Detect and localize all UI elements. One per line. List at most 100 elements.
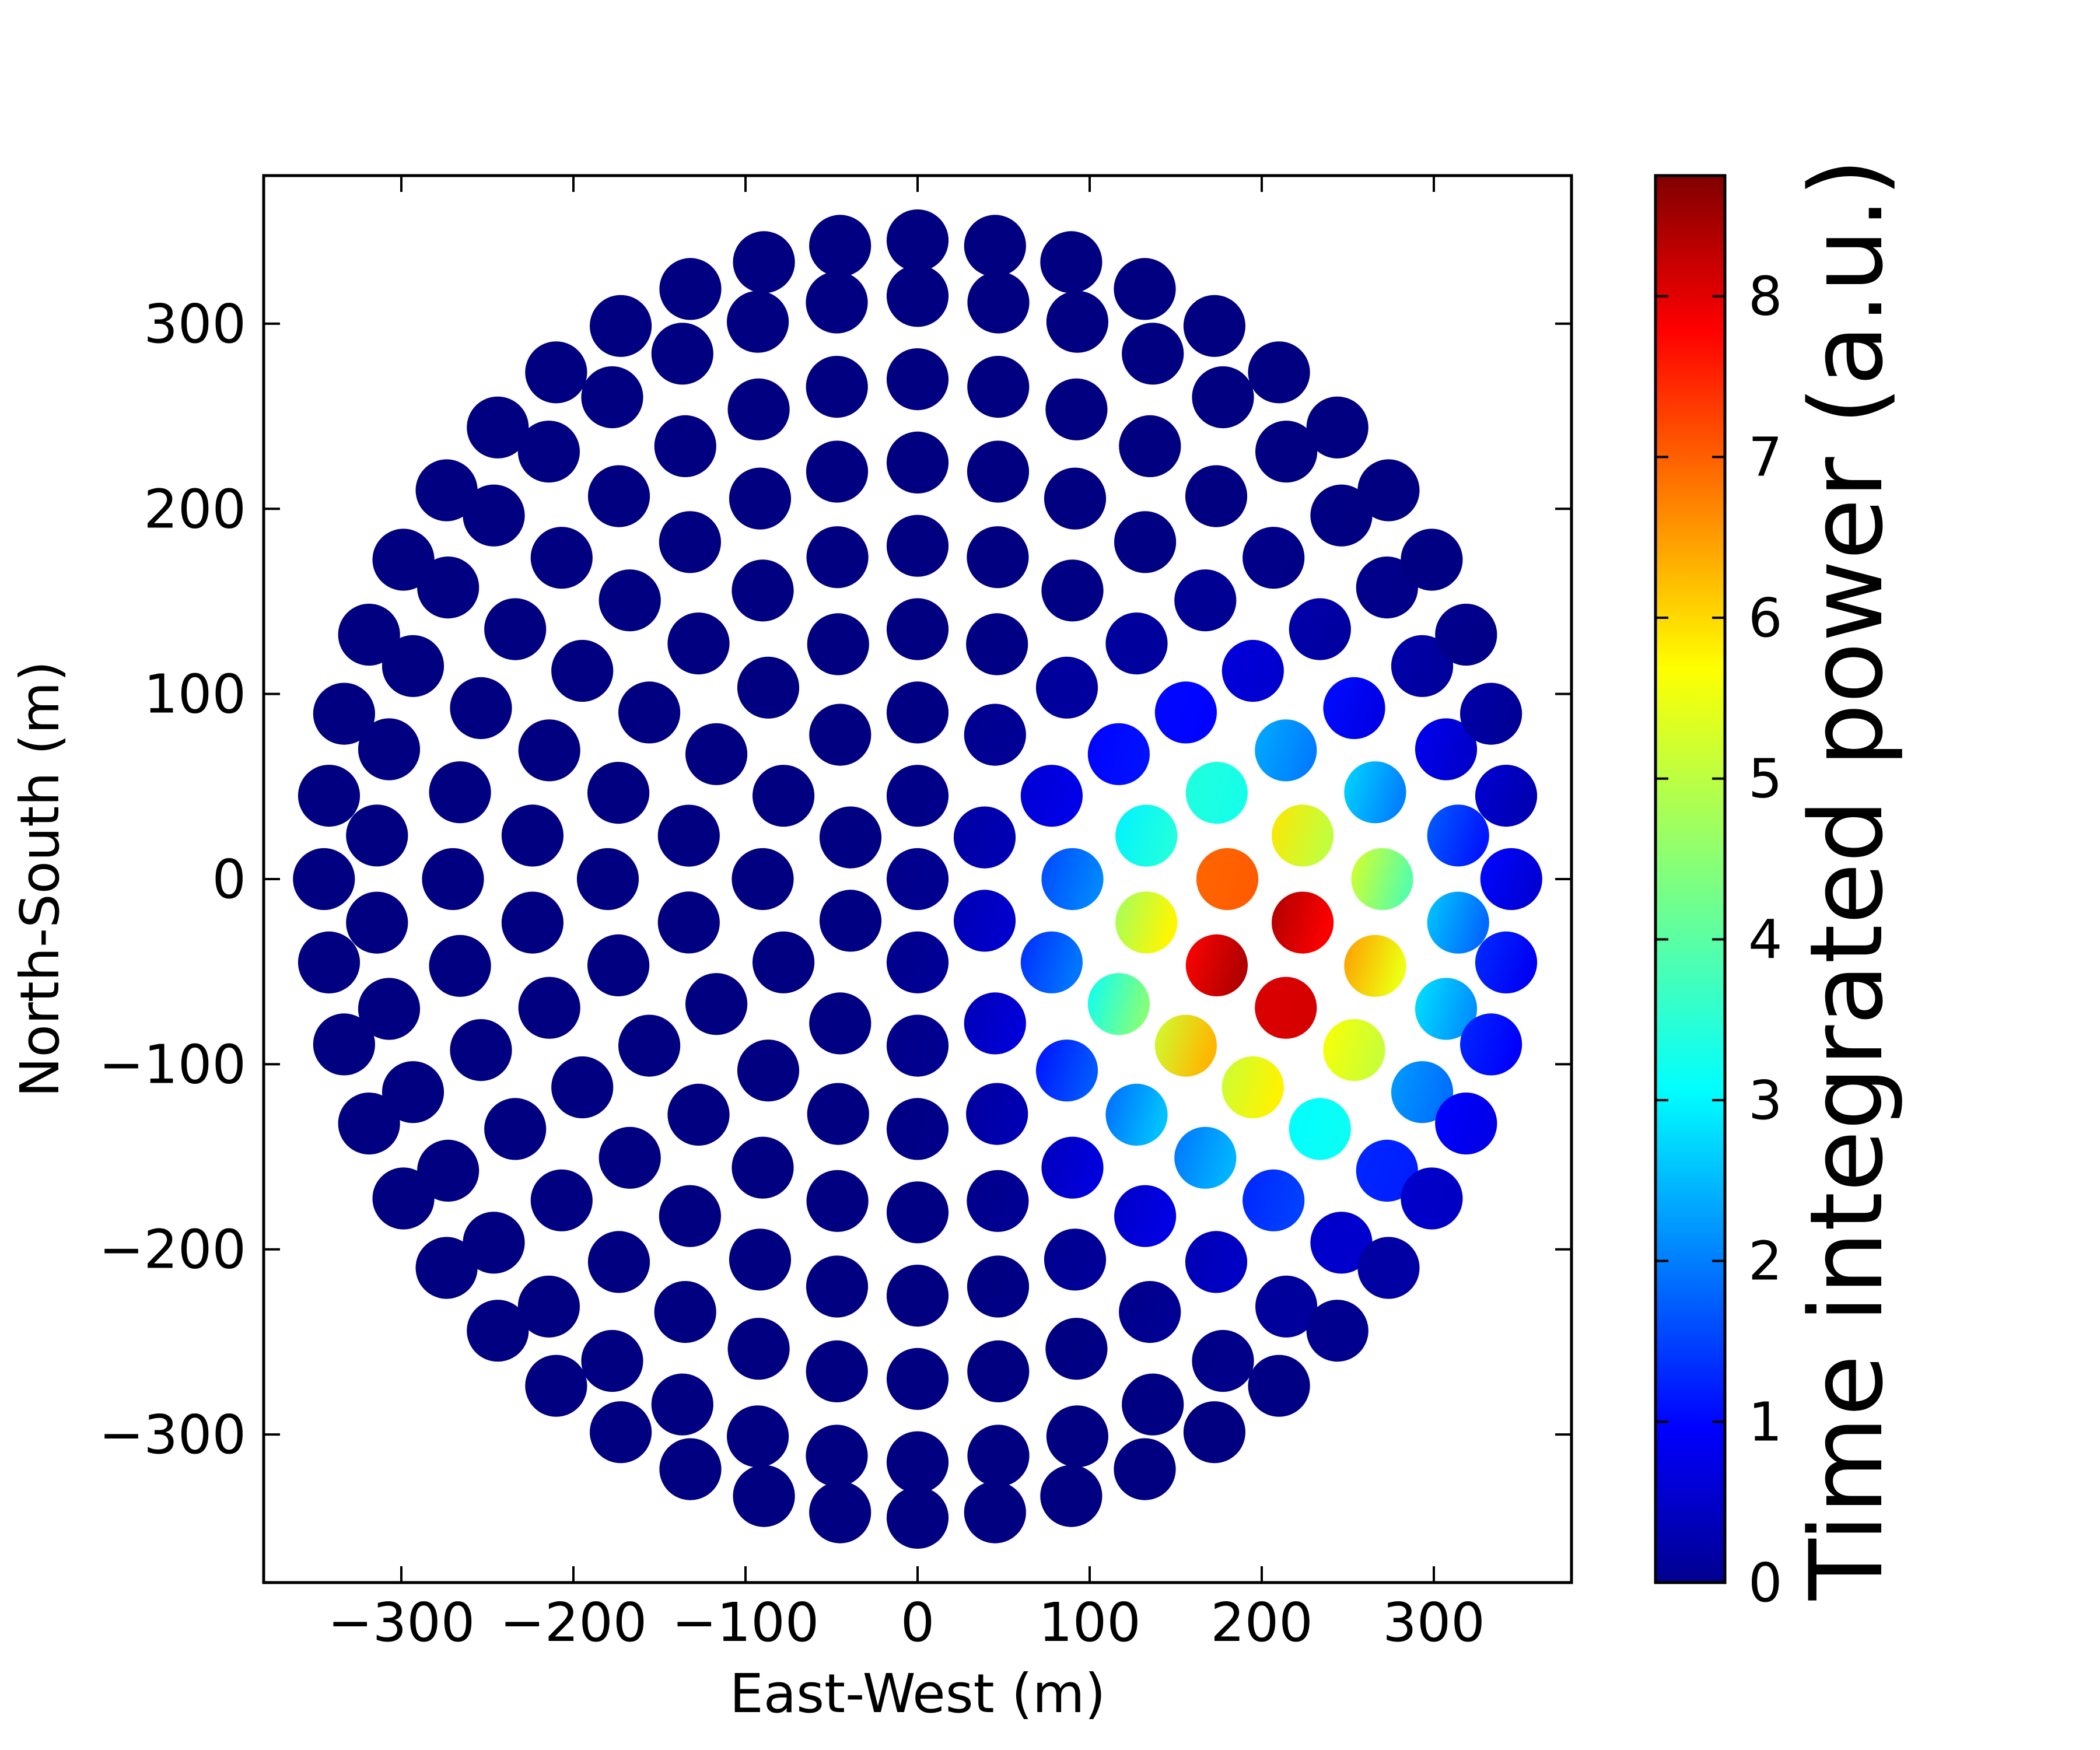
x-tick-label: 0 (901, 1591, 935, 1654)
antenna-marker (1114, 1438, 1176, 1500)
antenna-marker (1105, 1083, 1168, 1146)
antenna-marker (1401, 1167, 1463, 1230)
antenna-marker (1255, 719, 1317, 782)
antenna-marker (886, 681, 949, 744)
antenna-marker (967, 1170, 1029, 1232)
antenna-marker (967, 1340, 1030, 1402)
antenna-marker (1310, 484, 1373, 547)
antenna-marker (382, 1061, 444, 1124)
colorbar-tick-label: 6 (1748, 587, 1783, 649)
y-tick-label: −300 (99, 1404, 246, 1466)
antenna-marker (1475, 931, 1538, 993)
antenna-marker (590, 1401, 652, 1464)
antenna-marker (967, 1424, 1030, 1487)
antenna-marker (484, 1098, 547, 1160)
antenna-marker (1475, 765, 1538, 827)
antenna-marker (964, 992, 1026, 1055)
antenna-marker (1154, 1014, 1217, 1077)
plot-area: −300 −200 −100 0 100 200 300 −300 −200 −100 0 100 2… (99, 174, 1573, 1654)
antenna-marker (667, 612, 730, 675)
antenna-marker (1044, 467, 1107, 530)
antenna-marker (346, 891, 408, 954)
y-tick-label: 100 (144, 663, 246, 726)
colorbar-tick-label: 8 (1748, 265, 1783, 328)
antenna-marker (429, 761, 491, 824)
antenna-marker (886, 1265, 949, 1327)
antenna-marker (727, 378, 790, 440)
antenna-marker (338, 1092, 400, 1155)
antenna-marker (581, 366, 643, 429)
antenna-marker (807, 613, 869, 676)
antenna-marker (809, 215, 872, 277)
antenna-marker (346, 804, 408, 867)
antenna-marker (1196, 848, 1259, 911)
antenna-marker (501, 804, 564, 867)
antenna-marker (1242, 527, 1305, 589)
antenna-marker (358, 718, 421, 780)
antenna-marker (618, 681, 681, 744)
antenna-marker (886, 848, 949, 911)
antenna-marker (450, 1019, 512, 1082)
antenna-marker (1041, 1136, 1104, 1199)
antenna-marker (967, 271, 1030, 334)
antenna-marker (685, 973, 748, 1035)
antenna-marker (1460, 682, 1522, 745)
antenna-marker (886, 431, 949, 494)
antenna-marker (598, 1126, 661, 1189)
antenna-marker (732, 1136, 794, 1199)
antenna-marker (417, 556, 480, 619)
antenna-marker (1183, 295, 1245, 357)
antenna-marker (819, 806, 882, 869)
antenna-marker (729, 1228, 792, 1291)
antenna-marker (1415, 978, 1478, 1040)
antenna-marker (1020, 931, 1083, 993)
antenna-marker (1306, 1300, 1368, 1362)
antenna-marker (651, 323, 713, 385)
antenna-marker (1035, 1040, 1098, 1102)
antenna-marker (1185, 762, 1248, 824)
antenna-marker (415, 1237, 478, 1299)
antenna-marker (806, 1340, 868, 1402)
colorbar-tick-label: 7 (1748, 426, 1783, 488)
antenna-marker (525, 1354, 587, 1417)
antenna-marker (1357, 459, 1420, 522)
x-tick-label: 300 (1382, 1591, 1485, 1654)
x-tick-label: −200 (500, 1591, 648, 1654)
antenna-marker (1154, 681, 1217, 744)
antenna-marker (1185, 1231, 1248, 1293)
antenna-marker (966, 1083, 1028, 1145)
antenna-marker (1255, 1275, 1318, 1338)
colorbar-label: Time integrated power (a.u.) (1788, 158, 1905, 1601)
antenna-marker (1020, 765, 1083, 827)
antenna-marker (964, 215, 1026, 277)
antenna-marker (1185, 934, 1248, 996)
antenna-marker (1255, 977, 1317, 1039)
antenna-marker (338, 603, 400, 666)
antenna-marker (1041, 848, 1104, 911)
antenna-marker (966, 613, 1028, 676)
antenna-marker (463, 484, 525, 547)
antenna-marker (651, 1373, 713, 1436)
antenna-marker (886, 1486, 949, 1549)
antenna-marker (967, 356, 1030, 418)
y-axis-label: North-South (m) (9, 661, 71, 1098)
antenna-marker (654, 1281, 716, 1343)
antenna-marker (1272, 891, 1334, 954)
y-tick-label: −200 (99, 1219, 246, 1281)
antenna-marker (667, 1083, 730, 1146)
antenna-marker (886, 1431, 949, 1493)
antenna-marker (1310, 1212, 1373, 1274)
antenna-marker (807, 1083, 869, 1145)
antenna-marker (1122, 1373, 1184, 1436)
x-tick-label: −100 (672, 1591, 820, 1654)
antenna-marker (1087, 723, 1150, 785)
antenna-marker (729, 467, 792, 530)
antenna-marker (1323, 1019, 1385, 1082)
x-tick-label: −300 (328, 1591, 475, 1654)
antenna-marker (886, 265, 949, 327)
antenna-marker (1391, 635, 1454, 697)
antenna-marker (501, 891, 564, 954)
antenna-marker (422, 848, 484, 911)
antenna-marker (752, 931, 815, 993)
antenna-marker (809, 992, 872, 1055)
